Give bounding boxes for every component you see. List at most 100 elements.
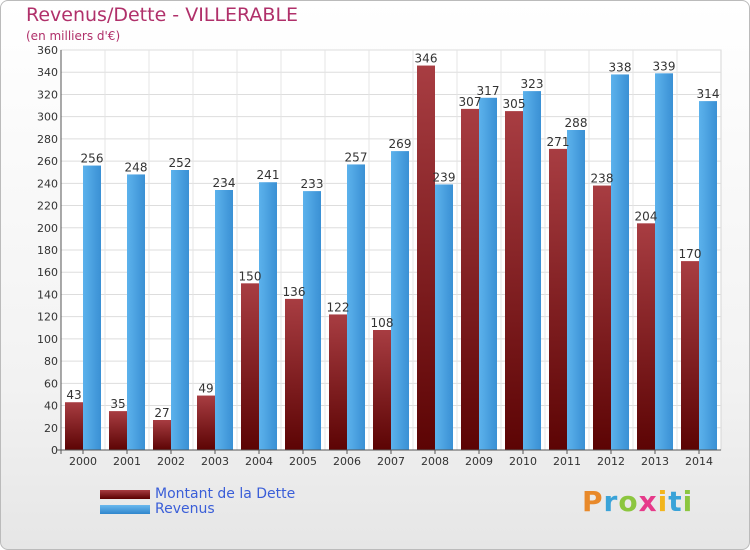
data-label-revenus: 317 xyxy=(477,84,500,98)
bar-revenus xyxy=(83,165,101,451)
bar-revenus xyxy=(523,91,541,450)
data-label-dette: 204 xyxy=(635,209,658,223)
data-label-dette: 307 xyxy=(459,95,482,109)
bar-revenus xyxy=(435,184,453,450)
y-tick-label: 340 xyxy=(37,66,58,79)
bar-dette xyxy=(637,223,655,450)
bar-dette xyxy=(593,185,611,451)
y-tick-label: 300 xyxy=(37,111,58,124)
proxiti-logo: Proxiti xyxy=(582,485,694,518)
data-label-revenus: 256 xyxy=(81,152,104,166)
y-tick-label: 80 xyxy=(44,355,58,368)
x-tick-label: 2005 xyxy=(289,455,317,468)
bar-dette xyxy=(549,148,567,450)
bar-dette xyxy=(197,395,215,450)
data-label-dette: 271 xyxy=(547,135,570,149)
y-tick-label: 120 xyxy=(37,311,58,324)
bar-dette xyxy=(241,283,259,450)
data-label-dette: 122 xyxy=(327,300,350,314)
bar-revenus xyxy=(215,190,233,450)
y-tick-label: 220 xyxy=(37,200,58,213)
x-tick-label: 2007 xyxy=(377,455,405,468)
x-tick-label: 2013 xyxy=(641,455,669,468)
data-label-revenus: 234 xyxy=(213,176,236,190)
bar-dette xyxy=(329,314,347,450)
x-tick-label: 2012 xyxy=(597,455,625,468)
chart-subtitle: (en milliers d'€) xyxy=(26,29,121,43)
x-tick-label: 2014 xyxy=(685,455,713,468)
bar-dette xyxy=(505,111,523,450)
bar-dette xyxy=(65,402,83,450)
y-tick-label: 360 xyxy=(37,44,58,57)
data-label-dette: 49 xyxy=(198,382,213,396)
legend-label-revenus: Revenus xyxy=(155,501,215,517)
bar-dette xyxy=(153,420,171,450)
bar-revenus xyxy=(347,164,365,450)
bar-dette xyxy=(285,298,303,450)
y-tick-label: 40 xyxy=(44,400,58,413)
bar-dette xyxy=(681,261,699,450)
data-label-dette: 346 xyxy=(415,52,438,66)
x-tick-label: 2003 xyxy=(201,455,229,468)
bar-revenus xyxy=(567,130,585,450)
data-label-revenus: 239 xyxy=(433,170,456,184)
bar-revenus xyxy=(127,174,145,450)
bar-revenus xyxy=(611,74,629,450)
data-label-dette: 238 xyxy=(591,172,614,186)
data-label-dette: 305 xyxy=(503,97,526,111)
y-tick-label: 100 xyxy=(37,333,58,346)
data-label-revenus: 314 xyxy=(697,87,720,101)
data-label-revenus: 241 xyxy=(257,168,280,182)
data-label-revenus: 339 xyxy=(653,59,676,73)
bar-revenus xyxy=(259,182,277,450)
bar-revenus xyxy=(391,151,409,450)
y-tick-label: 320 xyxy=(37,88,58,101)
bar-revenus xyxy=(479,97,497,451)
legend-swatch-debt xyxy=(100,490,150,499)
data-label-revenus: 257 xyxy=(345,150,368,164)
y-tick-label: 20 xyxy=(44,422,58,435)
data-label-dette: 43 xyxy=(66,388,81,402)
data-label-dette: 170 xyxy=(679,247,702,261)
y-tick-label: 260 xyxy=(37,155,58,168)
bar-dette xyxy=(109,411,127,450)
data-label-revenus: 288 xyxy=(565,116,588,130)
chart-title: Revenus/Dette - VILLERABLE xyxy=(26,4,299,26)
y-tick-label: 140 xyxy=(37,288,58,301)
data-label-revenus: 248 xyxy=(125,160,148,174)
y-tick-label: 200 xyxy=(37,222,58,235)
x-tick-label: 2004 xyxy=(245,455,273,468)
x-tick-label: 2009 xyxy=(465,455,493,468)
x-tick-label: 2000 xyxy=(69,455,97,468)
x-tick-label: 2010 xyxy=(509,455,537,468)
x-tick-label: 2001 xyxy=(113,455,141,468)
data-label-revenus: 323 xyxy=(521,77,544,91)
data-label-dette: 27 xyxy=(154,406,169,420)
legend-label-debt: Montant de la Dette xyxy=(155,486,296,502)
data-label-dette: 136 xyxy=(283,285,306,299)
y-tick-label: 180 xyxy=(37,244,58,257)
x-tick-label: 2011 xyxy=(553,455,581,468)
bar-dette xyxy=(417,65,435,451)
bar-dette xyxy=(373,330,391,450)
data-label-dette: 35 xyxy=(110,397,125,411)
data-label-dette: 150 xyxy=(239,269,262,283)
data-label-revenus: 338 xyxy=(609,60,632,74)
data-label-revenus: 233 xyxy=(301,177,324,191)
x-tick-label: 2002 xyxy=(157,455,185,468)
bar-revenus xyxy=(699,101,717,450)
y-tick-label: 160 xyxy=(37,266,58,279)
data-label-revenus: 269 xyxy=(389,137,412,151)
x-tick-label: 2008 xyxy=(421,455,449,468)
bar-revenus xyxy=(303,191,321,450)
y-tick-label: 60 xyxy=(44,377,58,390)
y-tick-label: 280 xyxy=(37,133,58,146)
y-tick-label: 240 xyxy=(37,177,58,190)
legend-swatch-revenus xyxy=(100,505,150,514)
bar-revenus xyxy=(171,170,189,450)
data-label-dette: 108 xyxy=(371,316,394,330)
x-tick-label: 2006 xyxy=(333,455,361,468)
bar-dette xyxy=(461,108,479,450)
bar-revenus xyxy=(655,73,673,450)
